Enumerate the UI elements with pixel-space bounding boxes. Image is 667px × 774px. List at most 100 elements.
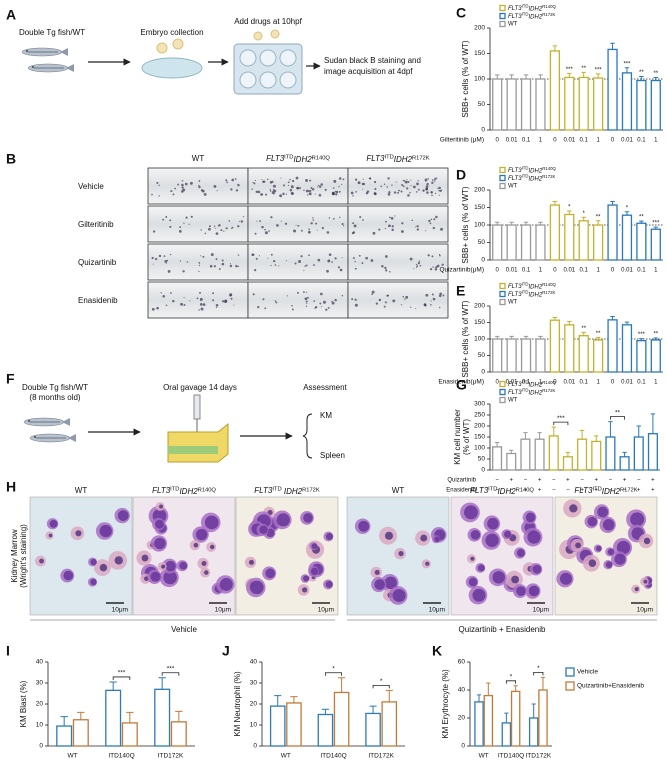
- error-bar: [60, 716, 68, 727]
- stained-cell: [184, 182, 188, 186]
- stained-cell: [385, 220, 387, 223]
- stained-cell: [198, 264, 201, 266]
- error-bar: [523, 74, 529, 79]
- stained-cell: [225, 179, 228, 182]
- stained-cell: [183, 222, 185, 224]
- row-label: Quizartinib: [78, 258, 117, 267]
- stained-cell: [402, 185, 405, 188]
- bar: [605, 436, 616, 471]
- stained-cell: [252, 253, 255, 256]
- stained-cell: [318, 185, 322, 188]
- error-bar: [486, 682, 491, 696]
- stained-cell: [305, 305, 308, 307]
- nucleus: [219, 577, 233, 591]
- stained-cell: [270, 253, 273, 256]
- stained-cell: [306, 291, 308, 293]
- stained-cell: [200, 255, 202, 257]
- stained-cell: [255, 190, 259, 194]
- output-label: Spleen: [320, 451, 345, 460]
- stained-cell: [229, 293, 233, 297]
- significance: ***: [652, 221, 660, 227]
- stained-cell: [212, 299, 215, 302]
- stained-cell: [212, 292, 215, 295]
- panel-letter: E: [456, 283, 465, 299]
- legend-swatch: [499, 388, 506, 396]
- bar: [520, 224, 532, 261]
- stained-cell: [432, 266, 434, 268]
- significance: **: [615, 409, 621, 416]
- error-bar: [126, 711, 134, 723]
- stained-cell: [271, 191, 275, 195]
- error-bar: [624, 321, 630, 325]
- brace: [302, 413, 313, 459]
- error-bar: [274, 695, 282, 707]
- stained-cell: [231, 227, 233, 229]
- nucleus: [434, 536, 440, 543]
- bar: [650, 339, 661, 373]
- bar: [621, 214, 633, 261]
- x-tick-label: 0.1: [580, 380, 589, 386]
- row-label: Gilteritinib: [78, 220, 114, 229]
- error-bar: [494, 221, 500, 225]
- nucleus: [607, 548, 615, 556]
- stained-cell: [235, 189, 239, 192]
- stained-cell: [169, 225, 172, 229]
- stained-cell: [430, 191, 433, 194]
- stained-cell: [431, 179, 434, 181]
- stained-cell: [309, 179, 312, 182]
- error-bar: [494, 335, 500, 339]
- error-bar: [321, 708, 329, 715]
- syringe: [193, 394, 201, 420]
- stained-cell: [317, 258, 321, 262]
- stained-cell: [298, 187, 302, 190]
- text-part: FLT3: [152, 486, 171, 495]
- nucleus: [602, 519, 615, 531]
- text-part: IDH2: [497, 487, 516, 496]
- nucleus: [487, 517, 499, 530]
- stained-cell: [289, 188, 293, 192]
- stained-cell: [240, 220, 244, 223]
- text-part: IDH2: [282, 487, 303, 496]
- column-header: FLT3ITD IDH2R172K: [254, 486, 320, 496]
- stained-cell: [215, 227, 217, 229]
- stained-cell: [342, 178, 345, 181]
- petri-dish: [141, 57, 203, 79]
- x-tick-label: WT: [479, 753, 489, 760]
- stained-cell: [381, 265, 384, 268]
- stained-cell: [331, 261, 333, 263]
- text-part: IDH2: [529, 14, 543, 20]
- legend-label: FLT3ITDIDH2R140Q: [508, 379, 556, 388]
- error-bar: [610, 201, 615, 206]
- embryo: [156, 42, 168, 54]
- treatment-mark: +: [637, 488, 641, 494]
- column-header: FLT3ITDIDH2R172K: [366, 154, 429, 164]
- x-tick-label: 0: [553, 138, 557, 144]
- stained-cell: [440, 189, 443, 192]
- bar: [578, 220, 589, 261]
- stained-cell: [151, 307, 155, 311]
- stained-cell: [169, 253, 172, 256]
- bar: [170, 721, 187, 747]
- stained-cell: [158, 184, 160, 186]
- treatment-mark: +: [538, 488, 542, 494]
- stained-cell: [270, 216, 273, 219]
- stained-cell: [326, 231, 330, 234]
- bar: [535, 224, 546, 261]
- y-tick-label: 60: [458, 659, 466, 666]
- bar: [650, 79, 661, 131]
- x-tick-label: 0.01: [563, 268, 575, 274]
- error-bar: [369, 705, 377, 714]
- error-bar: [639, 75, 644, 81]
- y-tick-label: 300: [474, 401, 485, 408]
- significance-bracket: [505, 680, 517, 684]
- x-tick-label: ITD172K: [158, 753, 184, 760]
- significance-bracket: [161, 672, 180, 676]
- text-part: IDH2: [529, 382, 543, 388]
- stained-cell: [317, 186, 319, 188]
- y-tick-label: 0: [481, 127, 485, 134]
- stained-cell: [355, 191, 357, 193]
- stained-cell: [297, 224, 300, 227]
- stained-cell: [312, 217, 314, 219]
- stained-cell: [200, 229, 202, 231]
- stained-cell: [324, 188, 327, 191]
